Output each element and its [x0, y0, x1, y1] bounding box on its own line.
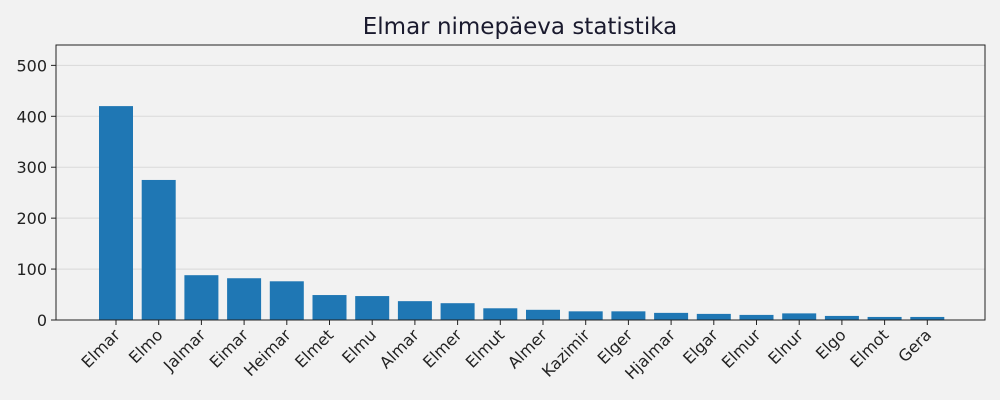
- x-tick-label: Heimar: [240, 325, 295, 380]
- y-axis-ticks: 0 100 200 300 400 500: [16, 56, 56, 330]
- y-tick-label: 200: [16, 209, 47, 228]
- bar-hjalmar: [654, 312, 689, 320]
- y-tick-label: 100: [16, 260, 47, 279]
- x-tick-label: Elnur: [764, 325, 807, 368]
- bar-elnur: [782, 313, 817, 320]
- x-tick-label: Elmu: [338, 325, 380, 367]
- bar-elmut: [483, 308, 518, 320]
- bar-elmot: [867, 316, 902, 320]
- chart-title: Elmar nimepäeva statistika: [363, 14, 677, 40]
- bar-elmet: [312, 295, 347, 320]
- x-tick-label: Elmur: [718, 325, 765, 372]
- y-tick-label: 500: [16, 56, 47, 75]
- x-tick-label: Gera: [894, 325, 935, 366]
- bar-elger: [611, 311, 646, 320]
- bar-almar: [397, 301, 432, 320]
- y-tick-label: 0: [37, 311, 47, 330]
- y-tick-label: 300: [16, 158, 47, 177]
- plot-frame: [55, 44, 986, 321]
- bar-elmar: [99, 106, 133, 320]
- bar-jalmar: [184, 275, 219, 320]
- x-tick-label: Kazimir: [538, 325, 594, 381]
- x-tick-label: Almar: [376, 325, 423, 372]
- x-tick-label: Elmot: [846, 325, 892, 371]
- bar-gera: [910, 316, 945, 320]
- x-tick-label: Elgo: [812, 325, 850, 363]
- bar-elmu: [355, 296, 390, 320]
- x-tick-label: Elmut: [462, 325, 508, 371]
- bars: [99, 106, 945, 320]
- x-tick-label: Elmet: [291, 325, 337, 371]
- bar-elmo: [141, 179, 176, 320]
- bar-almer: [526, 309, 560, 320]
- x-tick-label: Elgar: [679, 325, 722, 368]
- x-tick-label: Jalmar: [159, 325, 209, 375]
- bar-kazimir: [568, 311, 603, 320]
- bar-elgar: [696, 313, 731, 320]
- x-tick-label: Elmar: [77, 325, 124, 372]
- bar-elmer: [440, 303, 475, 320]
- bar-elmur: [739, 314, 774, 320]
- bar-heimar: [269, 281, 304, 320]
- x-tick-label: Elmer: [419, 325, 466, 372]
- bar-elgo: [824, 315, 859, 320]
- y-tick-label: 400: [16, 107, 47, 126]
- bar-eimar: [227, 278, 262, 320]
